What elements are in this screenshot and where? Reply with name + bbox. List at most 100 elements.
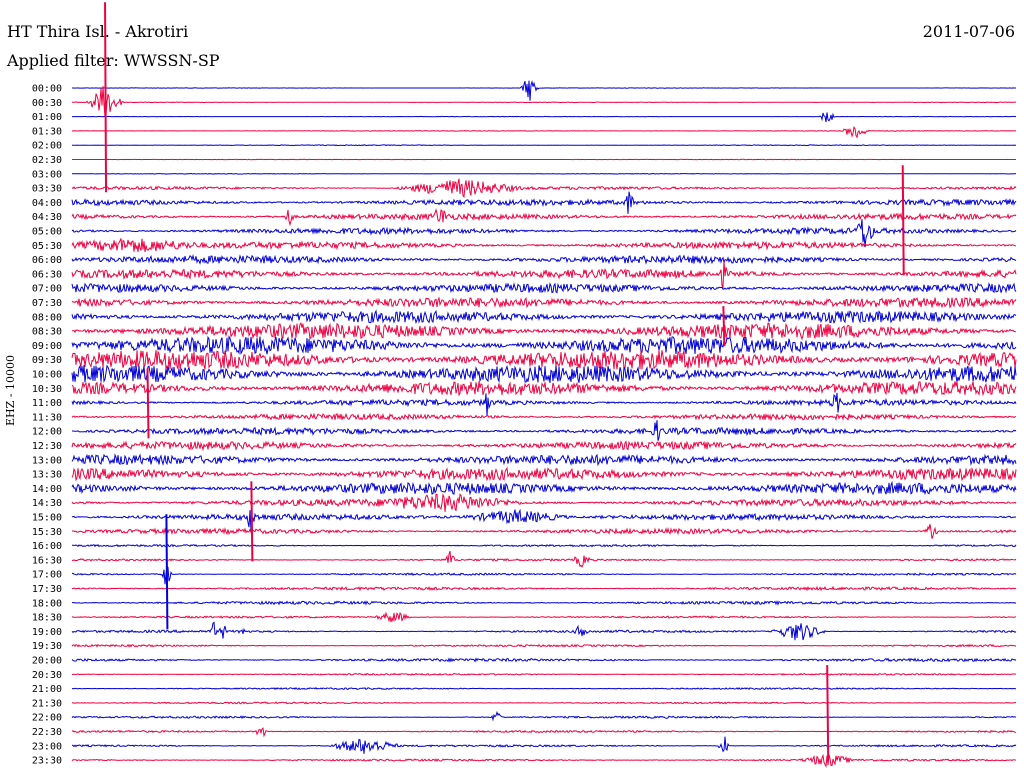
trace-line	[71, 672, 1017, 676]
trace-line	[71, 178, 1017, 199]
trace-line	[71, 466, 1017, 482]
trace-line	[71, 493, 1017, 512]
trace-line	[71, 657, 1017, 663]
time-label: 03:00	[32, 169, 62, 180]
trace-line	[71, 86, 1016, 118]
trace-line	[71, 112, 1017, 123]
trace-line	[71, 349, 1017, 371]
time-label: 13:00	[32, 455, 62, 466]
trace-line	[71, 260, 1017, 290]
time-label: 15:30	[32, 527, 62, 538]
time-label: 20:30	[32, 670, 62, 681]
trace-line	[71, 687, 1016, 691]
trace-line	[71, 144, 1016, 147]
trace-line	[71, 621, 1017, 641]
time-label: 05:00	[32, 227, 62, 238]
record-date: 2011-07-06	[922, 22, 1015, 41]
time-label: 17:00	[32, 570, 62, 581]
time-label: 00:30	[32, 98, 62, 109]
time-label: 07:30	[32, 298, 62, 309]
time-label: 07:00	[32, 284, 62, 295]
time-label: 10:30	[32, 384, 62, 395]
time-label: 10:00	[32, 370, 62, 381]
time-label: 09:00	[32, 341, 62, 352]
spike-mark	[104, 2, 108, 193]
time-label: 01:00	[32, 112, 62, 123]
time-label: 21:30	[32, 698, 62, 709]
trace-line	[71, 364, 1017, 384]
time-label: 22:00	[32, 713, 62, 724]
time-label: 19:00	[32, 627, 62, 638]
time-label: 11:00	[32, 398, 62, 409]
time-label: 16:00	[32, 541, 62, 552]
time-label: 06:00	[32, 255, 62, 266]
trace-line	[71, 440, 1017, 452]
trace-line	[71, 125, 1016, 139]
time-label: 23:30	[32, 756, 62, 767]
filter-label: Applied filter: WWSSN-SP	[7, 51, 220, 70]
trace-line	[71, 296, 1017, 309]
trace-line	[71, 412, 1017, 422]
time-label: 09:30	[32, 355, 62, 366]
trace-line	[71, 524, 1017, 539]
time-label: 14:00	[32, 484, 62, 495]
time-label: 15:00	[32, 513, 62, 524]
time-label: 22:30	[32, 727, 62, 738]
time-label: 02:30	[32, 155, 62, 166]
trace-line	[71, 611, 1017, 623]
time-label-group: 00:00 00:30 01:00 01:30 02:00 02:30 03:00 03:30…	[32, 84, 62, 767]
trace-line	[71, 381, 1017, 397]
time-label: 13:30	[32, 470, 62, 481]
time-label: 11:30	[32, 412, 62, 423]
trace-line	[71, 710, 1017, 722]
spike-mark	[250, 481, 254, 562]
trace-line	[72, 420, 1017, 441]
trace-line	[72, 172, 1017, 175]
trace-line	[71, 453, 1017, 467]
trace-line	[71, 282, 1017, 294]
trace-line	[72, 543, 1017, 548]
trace-line	[71, 392, 1017, 417]
time-label: 19:30	[32, 641, 62, 652]
trace-group	[71, 2, 1017, 769]
time-label: 18:00	[32, 598, 62, 609]
station-title: HT Thira Isl. - Akrotiri	[7, 22, 189, 41]
time-label: 16:30	[32, 555, 62, 566]
trace-line	[71, 480, 1017, 496]
time-label: 04:30	[32, 212, 62, 223]
trace-line	[71, 643, 1017, 648]
time-label: 01:30	[32, 126, 62, 137]
time-label: 14:30	[32, 498, 62, 509]
trace-line	[71, 550, 1017, 568]
trace-line	[71, 508, 1017, 532]
trace-line	[71, 335, 1017, 355]
trace-line	[71, 238, 1017, 253]
trace-line	[71, 322, 1017, 341]
time-label: 00:00	[32, 84, 62, 95]
trace-line	[71, 208, 1017, 227]
time-label: 02:00	[32, 141, 62, 152]
time-label: 21:00	[32, 684, 62, 695]
trace-line	[71, 753, 1017, 769]
spike-mark	[901, 165, 905, 276]
time-label: 08:30	[32, 327, 62, 338]
time-label: 06:30	[32, 269, 62, 280]
trace-line	[71, 701, 1016, 705]
trace-line	[71, 564, 1017, 585]
time-label: 08:00	[32, 312, 62, 323]
time-label: 03:30	[32, 184, 62, 195]
trace-line	[71, 736, 1017, 754]
trace-line	[72, 79, 1016, 101]
time-label: 23:00	[32, 741, 62, 752]
time-label: 12:30	[32, 441, 62, 452]
trace-line	[71, 253, 1017, 265]
time-label: 05:30	[32, 241, 62, 252]
time-label: 18:30	[32, 613, 62, 624]
time-label: 17:30	[32, 584, 62, 595]
trace-line	[71, 309, 1017, 325]
spike-mark	[146, 368, 150, 439]
trace-line	[71, 600, 1017, 606]
trace-line	[71, 585, 1017, 592]
spike-mark	[722, 306, 726, 347]
